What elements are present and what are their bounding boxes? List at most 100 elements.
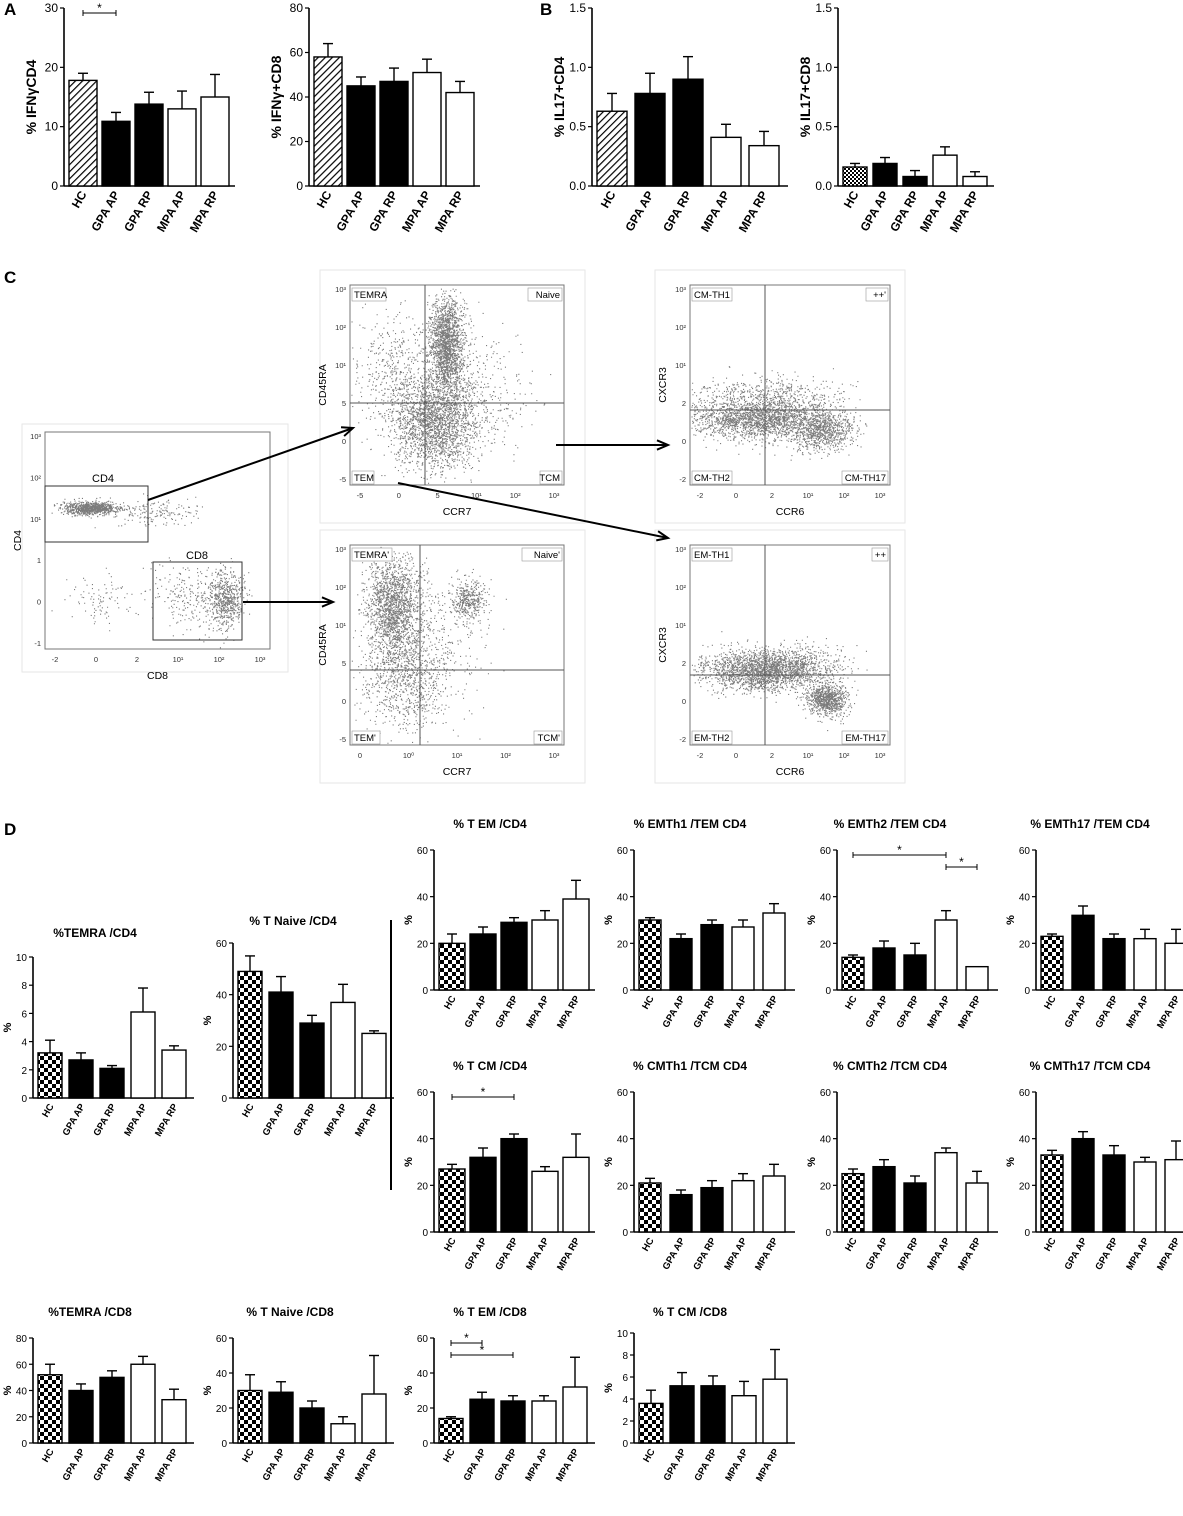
bar <box>268 1391 294 1444</box>
category-label: MPA RP <box>554 1446 582 1483</box>
flow-y-tick: 10¹ <box>30 515 41 524</box>
y-axis-label: % <box>403 1385 415 1395</box>
category-label: GPA RP <box>1093 993 1121 1030</box>
flow-x-tick: 0 <box>94 655 98 664</box>
category-label: MPA RP <box>187 189 222 235</box>
flow-x-label: CCR7 <box>443 766 472 778</box>
bar <box>1164 942 1183 991</box>
flow-y-tick: 10² <box>335 323 346 332</box>
flow-x-tick: -2 <box>697 491 704 500</box>
quadrant-label-box <box>841 730 889 745</box>
significance-star: * <box>97 1 102 15</box>
category-label: GPA RP <box>91 1101 119 1138</box>
flow-y-tick: -2 <box>679 735 686 744</box>
flow-x-tick: 0 <box>397 491 401 500</box>
flow-x-tick: 2 <box>770 751 774 760</box>
category-label: MPA RP <box>1155 993 1183 1030</box>
bar <box>596 110 628 187</box>
y-axis-label: % <box>1005 1157 1017 1167</box>
bar <box>669 937 693 991</box>
category-label: MPA AP <box>722 1235 750 1272</box>
category-label: MPA AP <box>322 1446 350 1483</box>
y-tick-label: 60 <box>1019 846 1031 857</box>
bar <box>1164 1158 1183 1233</box>
y-axis-label: % <box>202 1385 214 1395</box>
bar <box>934 1151 958 1233</box>
flow-x-tick: 5 <box>436 491 440 500</box>
flow-y-tick: 2 <box>682 399 686 408</box>
bar <box>638 1402 664 1444</box>
category-label: HC <box>441 1447 457 1465</box>
category-label: GPA RP <box>492 1446 520 1483</box>
bar <box>438 942 466 991</box>
quadrant-label: CM-TH1 <box>694 290 730 301</box>
chart-title: % T CM /CD4 <box>453 1059 527 1073</box>
bar <box>962 175 988 187</box>
quadrant-label-box <box>533 730 563 745</box>
quadrant-label-box <box>351 730 381 745</box>
flow-y-tick: 0 <box>37 598 41 607</box>
y-tick-label: 60 <box>16 1360 28 1371</box>
y-tick-label: 0 <box>622 986 628 997</box>
category-label: GPA AP <box>864 1235 891 1271</box>
flow-y-tick: 10² <box>30 473 41 482</box>
y-tick-label: 20 <box>617 1181 629 1192</box>
category-label: HC <box>641 1447 657 1465</box>
y-tick-label: 1.0 <box>815 60 832 74</box>
flow-y-tick: 5 <box>342 659 346 668</box>
flow-y-tick: 10² <box>335 583 346 592</box>
gate-label: CD4 <box>92 473 114 485</box>
flow-x-tick: 10² <box>214 655 225 664</box>
category-label: MPA AP <box>322 1101 350 1138</box>
y-tick-label: 0 <box>296 179 303 193</box>
y-tick-label: 40 <box>417 1135 429 1146</box>
flow-x-tick: 0 <box>734 491 738 500</box>
flow-x-tick: 10³ <box>875 751 886 760</box>
y-tick-label: 1.0 <box>569 60 586 74</box>
flow-x-tick: 10¹ <box>471 491 482 500</box>
bar <box>634 92 666 187</box>
flow-y-tick: 10¹ <box>675 621 686 630</box>
category-label: HC <box>843 1236 859 1254</box>
category-label: MPA AP <box>1124 1235 1152 1272</box>
y-tick-label: 1.5 <box>569 1 586 15</box>
bar <box>669 1385 695 1444</box>
flow-x-tick: 10² <box>500 751 511 760</box>
quadrant-label-box <box>691 287 733 302</box>
flow-x-tick: 10³ <box>255 655 266 664</box>
flow-y-tick: 10³ <box>675 285 686 294</box>
bar <box>1102 1154 1126 1233</box>
category-label: HC <box>841 188 862 210</box>
bar <box>99 1376 125 1444</box>
y-axis-label: % IFNγCD4 <box>23 59 39 134</box>
category-label: GPA RP <box>894 993 922 1030</box>
quadrant-label-box <box>351 470 375 485</box>
y-tick-label: 60 <box>290 46 304 60</box>
quadrant-label: TCM <box>539 473 560 484</box>
flow-y-tick: 10¹ <box>335 361 346 370</box>
bar <box>1133 1161 1157 1233</box>
chart-title: % CMTh17 /TCM CD4 <box>1030 1059 1151 1073</box>
flow-y-tick: 0 <box>342 437 346 446</box>
category-label: MPA AP <box>122 1101 150 1138</box>
y-axis-label: % <box>202 1015 214 1025</box>
flow-y-tick: 10³ <box>675 545 686 554</box>
category-label: HC <box>40 1102 56 1120</box>
chart-title: %TEMRA /CD8 <box>48 1305 132 1319</box>
category-label: GPA RP <box>121 189 155 235</box>
significance-star: * <box>480 1343 485 1357</box>
category-label: GPA AP <box>864 993 891 1029</box>
category-label: MPA RP <box>947 189 982 235</box>
y-tick-label: 1.5 <box>815 1 832 15</box>
panel-letter-c: C <box>4 268 17 287</box>
y-tick-label: 20 <box>45 60 59 74</box>
y-tick-label: 20 <box>820 939 832 950</box>
y-tick-label: 0 <box>622 1228 628 1239</box>
y-tick-label: 0 <box>422 1228 428 1239</box>
